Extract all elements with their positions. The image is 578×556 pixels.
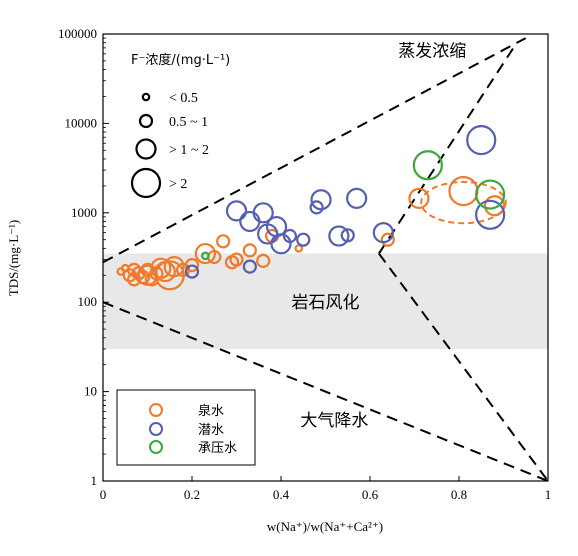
size-legend-marker bbox=[130, 167, 162, 199]
size-legend-label: > 1 ~ 2 bbox=[169, 143, 209, 158]
data-point-series-2 bbox=[475, 179, 506, 210]
y-tick-label: 10 bbox=[84, 384, 97, 399]
x-tick-label: 0.4 bbox=[273, 487, 290, 502]
data-points bbox=[116, 125, 506, 291]
highlight-ellipse bbox=[420, 181, 507, 225]
boundary-line-right-lower bbox=[378, 252, 548, 481]
size-legend-title: F⁻浓度/(mg·L⁻¹) bbox=[131, 52, 230, 68]
data-point-series-1 bbox=[184, 264, 200, 279]
size-legend-marker bbox=[135, 138, 157, 160]
x-tick-label: 0.6 bbox=[362, 487, 379, 502]
plot-frame bbox=[102, 33, 549, 482]
highlight-ellipse-layer bbox=[420, 181, 507, 225]
data-point-series-2 bbox=[412, 150, 443, 181]
series-legend-marker bbox=[149, 403, 163, 417]
data-point-series-0 bbox=[229, 252, 244, 267]
axis-ticks: 0 0.2 0.4 0.6 0.8 1 1 10 100 1000 10000 100000 bbox=[58, 26, 551, 502]
x-axis-title: w(Na⁺)/w(Na⁺+Ca²⁺) bbox=[267, 519, 383, 534]
size-legend-label: < 0.5 bbox=[169, 91, 198, 106]
x-tick-label: 1 bbox=[545, 487, 552, 502]
data-point-series-1 bbox=[372, 222, 394, 244]
series-legend-marker bbox=[149, 422, 163, 436]
data-point-series-1 bbox=[282, 228, 297, 244]
data-point-series-0 bbox=[216, 234, 231, 249]
data-point-series-1 bbox=[252, 202, 274, 224]
boundary-lines bbox=[103, 37, 548, 481]
data-point-series-2 bbox=[201, 251, 210, 261]
y-tick-label: 1 bbox=[91, 473, 98, 488]
boundary-line-lower-left bbox=[103, 301, 548, 481]
data-point-series-1 bbox=[466, 125, 497, 156]
data-point-series-1 bbox=[475, 199, 506, 230]
data-point-series-0 bbox=[194, 242, 216, 265]
x-tick-label: 0 bbox=[100, 487, 107, 502]
data-point-series-0 bbox=[380, 232, 395, 247]
size-legend-marker bbox=[138, 113, 154, 129]
series-legend-label: 潜水 bbox=[198, 423, 224, 438]
data-point-series-1 bbox=[270, 233, 292, 255]
data-point-series-1 bbox=[328, 225, 350, 247]
data-point-series-0 bbox=[184, 258, 200, 273]
y-tick-label: 100 bbox=[78, 294, 98, 309]
data-point-series-0 bbox=[484, 195, 506, 217]
region-label: 大气降水 bbox=[300, 411, 368, 431]
boundary-line-upper-left bbox=[103, 37, 527, 264]
data-point-series-1 bbox=[309, 200, 324, 215]
y-tick-label: 1000 bbox=[71, 205, 97, 220]
data-point-series-1 bbox=[310, 189, 332, 211]
y-tick-label: 100000 bbox=[58, 26, 97, 41]
region-label: 岩石风化 bbox=[292, 293, 360, 313]
y-axis-title: TDS/(mg·L⁻¹) bbox=[6, 220, 21, 296]
data-point-series-0 bbox=[256, 253, 271, 268]
series-legend-label: 泉水 bbox=[198, 403, 224, 419]
data-point-series-0 bbox=[408, 187, 430, 209]
size-legend-label: 0.5 ~ 1 bbox=[169, 115, 208, 130]
size-legend-marker bbox=[141, 92, 151, 102]
data-point-series-1 bbox=[346, 187, 368, 209]
data-point-series-1 bbox=[242, 259, 257, 274]
data-point-series-0 bbox=[150, 257, 172, 279]
series-legend-marker bbox=[149, 440, 163, 454]
series-legend-label: 承压水 bbox=[198, 441, 237, 456]
x-tick-label: 0.8 bbox=[451, 487, 467, 502]
data-point-series-0 bbox=[163, 256, 185, 278]
data-point-series-1 bbox=[296, 232, 311, 247]
data-point-series-1 bbox=[340, 228, 355, 243]
series-legend-box bbox=[116, 389, 256, 466]
size-legend: F⁻浓度/(mg·L⁻¹) < 0.5 0.5 ~ 1 > 1 ~ 2 > 2 bbox=[130, 52, 230, 199]
data-point-series-1 bbox=[225, 200, 248, 222]
boundary-line-right-upper bbox=[378, 42, 518, 255]
data-point-series-0 bbox=[242, 243, 257, 258]
y-tick-label: 10000 bbox=[65, 115, 98, 130]
size-legend-label: > 2 bbox=[169, 177, 187, 192]
region-label: 蒸发浓缩 bbox=[398, 42, 466, 62]
x-tick-label: 0.2 bbox=[184, 487, 200, 502]
